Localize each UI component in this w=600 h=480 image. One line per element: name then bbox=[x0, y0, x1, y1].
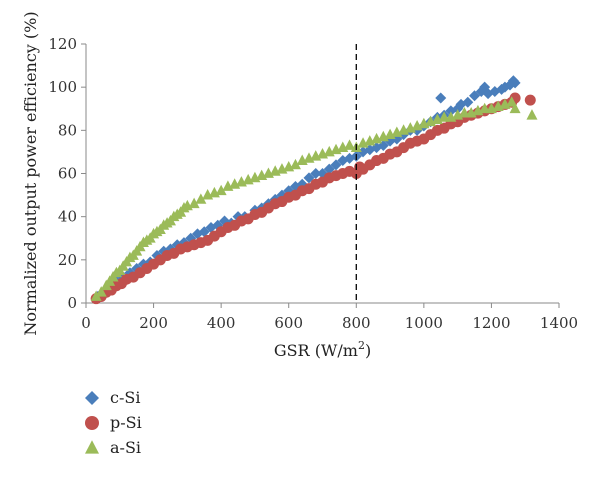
plot-area: 0 200 400 600 800 1000 1200 1400 0 20 40 60 80 100 12… bbox=[48, 35, 578, 332]
y-tick-label: 120 bbox=[48, 35, 77, 53]
legend-marker-a-Si bbox=[85, 440, 99, 454]
legend: c-Si p-Si a-Si bbox=[85, 388, 142, 457]
p-Si-point bbox=[524, 94, 536, 106]
legend-item-c-Si: c-Si bbox=[85, 388, 140, 407]
x-axis-title-close: ) bbox=[365, 341, 371, 360]
a-Si-point bbox=[509, 102, 521, 114]
legend-item-p-Si: p-Si bbox=[85, 413, 142, 432]
a-Si-point bbox=[215, 184, 227, 196]
c-Si-point bbox=[435, 92, 447, 104]
x-axis-title: GSR (W/m2) bbox=[274, 339, 371, 360]
x-tick-label: 600 bbox=[274, 314, 303, 332]
a-Si-point bbox=[195, 193, 207, 204]
c-Si-point bbox=[509, 77, 521, 89]
legend-label: a-Si bbox=[110, 438, 141, 457]
x-tick-group: 0 200 400 600 800 1000 1200 1400 bbox=[81, 303, 578, 332]
series-a-Si bbox=[90, 96, 538, 301]
x-tick-label: 200 bbox=[139, 314, 168, 332]
x-tick-label: 1200 bbox=[472, 314, 510, 332]
c-Si-point bbox=[310, 168, 322, 179]
x-tick-label: 1400 bbox=[540, 314, 578, 332]
x-axis-title-sup: 2 bbox=[358, 339, 365, 352]
c-Si-point bbox=[462, 96, 474, 108]
legend-item-a-Si: a-Si bbox=[85, 438, 141, 457]
x-tick-label: 0 bbox=[81, 314, 91, 332]
x-axis-title-main: GSR (W/m bbox=[274, 341, 358, 360]
c-Si-point bbox=[504, 79, 516, 91]
a-Si-point bbox=[188, 197, 200, 209]
y-tick-label: 40 bbox=[58, 208, 77, 226]
x-tick-label: 1000 bbox=[405, 314, 443, 332]
y-tick-label: 0 bbox=[67, 294, 77, 312]
legend-label: c-Si bbox=[110, 388, 140, 407]
y-tick-label: 80 bbox=[58, 121, 77, 139]
legend-marker-c-Si bbox=[85, 391, 99, 405]
y-tick-label: 20 bbox=[58, 251, 77, 269]
a-Si-point bbox=[289, 158, 301, 170]
a-Si-point bbox=[526, 109, 538, 120]
c-Si-point bbox=[198, 226, 210, 238]
x-tick-label: 400 bbox=[207, 314, 236, 332]
y-tick-group: 0 20 40 60 80 100 120 bbox=[48, 35, 86, 312]
legend-label: p-Si bbox=[110, 413, 142, 432]
a-Si-point bbox=[344, 139, 356, 150]
a-Si-point bbox=[90, 290, 102, 301]
series-p-Si bbox=[90, 92, 536, 305]
y-axis-title: Normalized output power efficiency (%) bbox=[21, 11, 40, 335]
x-tick-label: 800 bbox=[342, 314, 371, 332]
c-Si-point bbox=[469, 90, 481, 102]
c-Si-point bbox=[330, 159, 342, 171]
data-points bbox=[90, 75, 538, 305]
y-tick-label: 60 bbox=[58, 165, 77, 183]
y-tick-label: 100 bbox=[48, 78, 77, 96]
legend-marker-p-Si bbox=[85, 416, 99, 430]
a-Si-point bbox=[95, 286, 107, 297]
